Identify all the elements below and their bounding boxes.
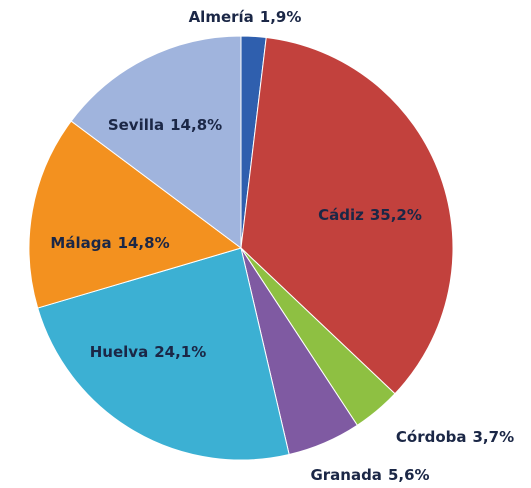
slice-label: Cádiz 35,2% bbox=[318, 206, 422, 224]
labels: Almería 1,9% Cádiz 35,2% Córdoba 3,7% Granada 5… bbox=[50, 8, 514, 484]
value-label: 24,1% bbox=[154, 343, 206, 361]
slice-label: Sevilla 14,8% bbox=[108, 116, 222, 134]
category-label: Almería bbox=[189, 8, 254, 26]
value-label: 5,6% bbox=[388, 466, 430, 484]
slice bbox=[28, 120, 243, 309]
category-label: Huelva bbox=[90, 343, 148, 361]
category-label: Granada bbox=[310, 466, 382, 484]
slice-label: Córdoba 3,7% bbox=[396, 428, 514, 446]
pie bbox=[28, 35, 454, 461]
value-label: 35,2% bbox=[370, 206, 422, 224]
value-label: 3,7% bbox=[473, 428, 515, 446]
value-label: 1,9% bbox=[260, 8, 302, 26]
category-label: Málaga bbox=[50, 234, 111, 252]
slice-label: Huelva 24,1% bbox=[90, 343, 207, 361]
category-label: Córdoba bbox=[396, 428, 467, 446]
category-label: Cádiz bbox=[318, 206, 364, 224]
category-label: Sevilla bbox=[108, 116, 164, 134]
slice-label: Almería 1,9% bbox=[189, 8, 302, 26]
slice bbox=[70, 35, 242, 249]
slice-label: Málaga 14,8% bbox=[50, 234, 169, 252]
value-label: 14,8% bbox=[170, 116, 222, 134]
slice-label: Granada 5,6% bbox=[310, 466, 429, 484]
slice bbox=[240, 36, 454, 395]
slice bbox=[37, 247, 290, 461]
value-label: 14,8% bbox=[118, 234, 170, 252]
